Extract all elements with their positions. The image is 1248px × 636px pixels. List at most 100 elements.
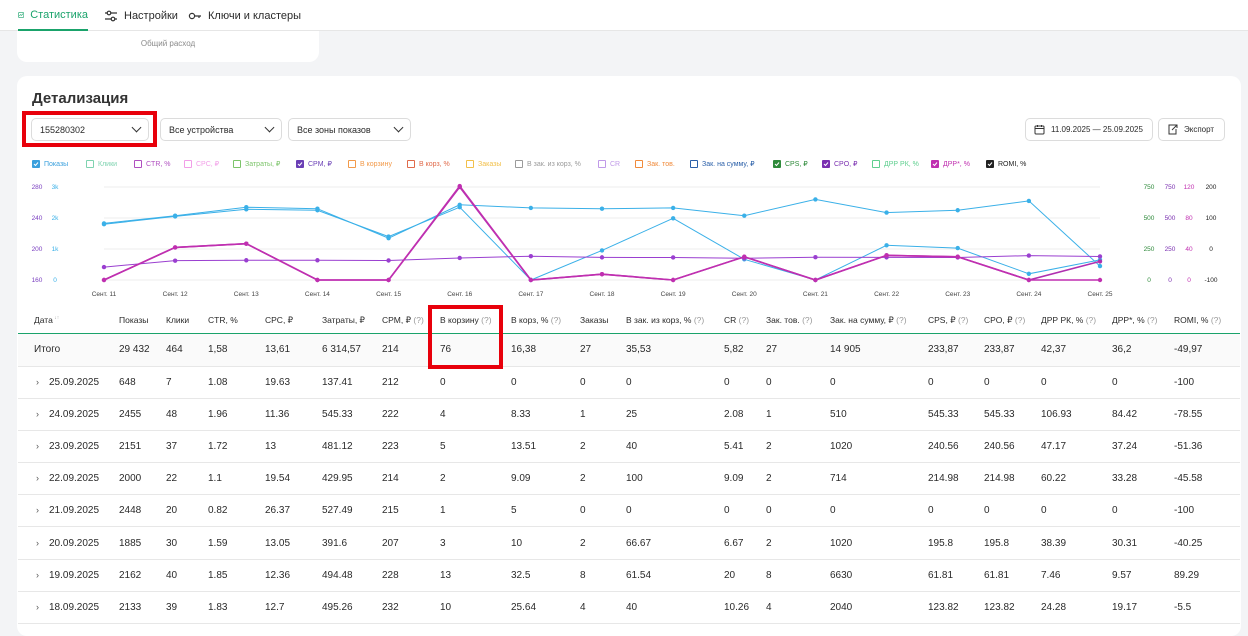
legend-item[interactable]: CR bbox=[598, 160, 620, 168]
table-cell: 545.33 bbox=[928, 409, 959, 421]
column-header[interactable]: ДРР*, % (?) bbox=[1112, 315, 1157, 325]
help-icon[interactable]: (?) bbox=[893, 315, 907, 325]
column-header[interactable]: CPC, ₽ bbox=[265, 315, 293, 326]
table-cell: 40 bbox=[626, 441, 638, 453]
zone-select[interactable]: Все зоны показов bbox=[288, 118, 411, 141]
column-header[interactable]: CPS, ₽ (?) bbox=[928, 315, 968, 326]
legend-item[interactable]: В корзину bbox=[348, 160, 392, 168]
sort-icon[interactable]: ↓↑ bbox=[52, 315, 60, 322]
data-point bbox=[457, 183, 462, 189]
date-range-value: 11.09.2025 — 25.09.2025 bbox=[1051, 125, 1143, 134]
column-header[interactable]: Зак. на сумму, ₽ (?) bbox=[830, 315, 907, 326]
legend-item[interactable]: Зак. тов. bbox=[635, 160, 675, 168]
help-icon[interactable]: (?) bbox=[411, 315, 424, 325]
table-row[interactable] bbox=[18, 592, 1240, 624]
column-header[interactable]: Клики bbox=[166, 315, 189, 325]
tab-statistics[interactable]: Статистика bbox=[18, 0, 88, 31]
legend-label: В корзину bbox=[360, 160, 392, 168]
table-cell: 214.98 bbox=[928, 473, 959, 485]
expand-chevron-icon[interactable]: › bbox=[36, 441, 39, 452]
help-icon[interactable]: (?) bbox=[736, 315, 750, 325]
expand-chevron-icon[interactable]: › bbox=[36, 409, 39, 420]
help-icon[interactable]: (?) bbox=[955, 315, 969, 325]
help-icon[interactable]: (?) bbox=[478, 315, 492, 325]
column-header[interactable]: ROMI, % (?) bbox=[1174, 315, 1221, 325]
legend-item[interactable]: Зак. на сумму, ₽ bbox=[690, 160, 755, 168]
table-cell: 207 bbox=[382, 537, 399, 549]
table-row[interactable] bbox=[18, 560, 1240, 592]
table-row[interactable] bbox=[18, 367, 1240, 399]
legend-item[interactable]: Показы bbox=[32, 160, 68, 168]
expand-chevron-icon[interactable]: › bbox=[36, 601, 39, 612]
column-header[interactable]: CPO, ₽ (?) bbox=[984, 315, 1025, 326]
expand-chevron-icon[interactable]: › bbox=[36, 569, 39, 580]
column-header[interactable]: CR (?) bbox=[724, 315, 749, 325]
column-header[interactable]: Заказы bbox=[580, 315, 608, 325]
column-header[interactable]: ДРР РК, % (?) bbox=[1041, 315, 1096, 325]
column-header[interactable]: В корзину (?) bbox=[440, 315, 492, 325]
legend-item[interactable]: CTR, % bbox=[134, 160, 171, 168]
legend-item[interactable]: CPC, ₽ bbox=[184, 160, 219, 168]
data-point bbox=[955, 208, 960, 213]
table-cell: 32.5 bbox=[511, 569, 531, 581]
table-cell: 33.28 bbox=[1112, 473, 1138, 485]
legend-item[interactable]: Заказы bbox=[466, 160, 501, 168]
expand-chevron-icon[interactable]: › bbox=[36, 377, 39, 387]
table-row[interactable] bbox=[18, 528, 1240, 560]
data-point bbox=[528, 253, 534, 259]
column-header[interactable]: Показы bbox=[119, 315, 148, 325]
legend-item[interactable]: В корз, % bbox=[407, 160, 450, 168]
legend-item[interactable]: CPM, ₽ bbox=[296, 160, 332, 168]
date-range-button[interactable]: 11.09.2025 — 25.09.2025 bbox=[1025, 118, 1153, 141]
help-icon[interactable]: (?) bbox=[1144, 315, 1158, 325]
table-cell: 35,53 bbox=[626, 344, 652, 355]
table-row[interactable] bbox=[18, 399, 1240, 432]
checkbox-checked-icon bbox=[773, 160, 781, 168]
legend-item[interactable]: Затраты, ₽ bbox=[233, 160, 280, 168]
column-header[interactable]: Затраты, ₽ bbox=[322, 315, 365, 326]
column-header[interactable]: В корз, % (?) bbox=[511, 315, 561, 325]
help-icon[interactable]: (?) bbox=[691, 315, 705, 325]
table-row bbox=[18, 334, 1240, 367]
y-tick-label: 500 bbox=[1165, 215, 1176, 222]
table-row[interactable] bbox=[18, 463, 1240, 496]
legend-item[interactable]: ДРР*, % bbox=[931, 160, 970, 168]
column-header[interactable]: CPM, ₽ (?) bbox=[382, 315, 424, 326]
table-cell: 25 bbox=[626, 409, 638, 421]
table-row[interactable] bbox=[18, 495, 1240, 528]
table-cell: 4 bbox=[766, 601, 772, 613]
table-row[interactable] bbox=[18, 431, 1240, 464]
help-icon[interactable]: (?) bbox=[1083, 315, 1097, 325]
column-header[interactable]: Зак. тов. (?) bbox=[766, 315, 812, 325]
legend-item[interactable]: CPS, ₽ bbox=[773, 160, 808, 168]
help-icon[interactable]: (?) bbox=[1012, 315, 1026, 325]
legend-item[interactable]: CPO, ₽ bbox=[822, 160, 858, 168]
legend-item[interactable]: В зак. из корз, % bbox=[515, 160, 581, 168]
device-select[interactable]: Все устройства bbox=[160, 118, 282, 141]
y-tick-label: 0 bbox=[1147, 277, 1151, 284]
legend-item[interactable]: Клики bbox=[86, 160, 117, 168]
column-header[interactable]: Дата ↓↑ bbox=[34, 315, 59, 325]
expand-chevron-icon[interactable]: › bbox=[36, 505, 39, 516]
expand-chevron-icon[interactable]: › bbox=[36, 537, 39, 548]
help-icon[interactable]: (?) bbox=[1208, 315, 1222, 325]
tab-keys[interactable]: Ключи и кластеры bbox=[188, 0, 301, 31]
checkbox-checked-icon bbox=[931, 160, 939, 168]
expand-chevron-icon[interactable]: › bbox=[36, 473, 39, 484]
legend-item[interactable]: ДРР РК, % bbox=[872, 160, 919, 168]
x-tick-label: Сент. 12 bbox=[163, 291, 188, 298]
column-header[interactable]: В зак. из корз, % (?) bbox=[626, 315, 704, 325]
table-cell: 24.09.2025 bbox=[49, 409, 100, 421]
export-button[interactable]: Экспорт bbox=[1158, 118, 1225, 141]
table-cell: 0 bbox=[984, 505, 990, 517]
tab-settings[interactable]: Настройки bbox=[104, 0, 178, 31]
legend-item[interactable]: ROMI, % bbox=[986, 160, 1026, 168]
y-tick-label: 240 bbox=[32, 215, 43, 222]
column-header-label: CTR, % bbox=[208, 315, 238, 325]
column-header[interactable]: CTR, % bbox=[208, 315, 238, 325]
table-cell: 60.22 bbox=[1041, 473, 1067, 485]
help-icon[interactable]: (?) bbox=[799, 315, 813, 325]
campaign-select[interactable]: 155280302 bbox=[31, 118, 149, 141]
help-icon[interactable]: (?) bbox=[548, 315, 562, 325]
table-cell: 1.96 bbox=[208, 409, 228, 421]
